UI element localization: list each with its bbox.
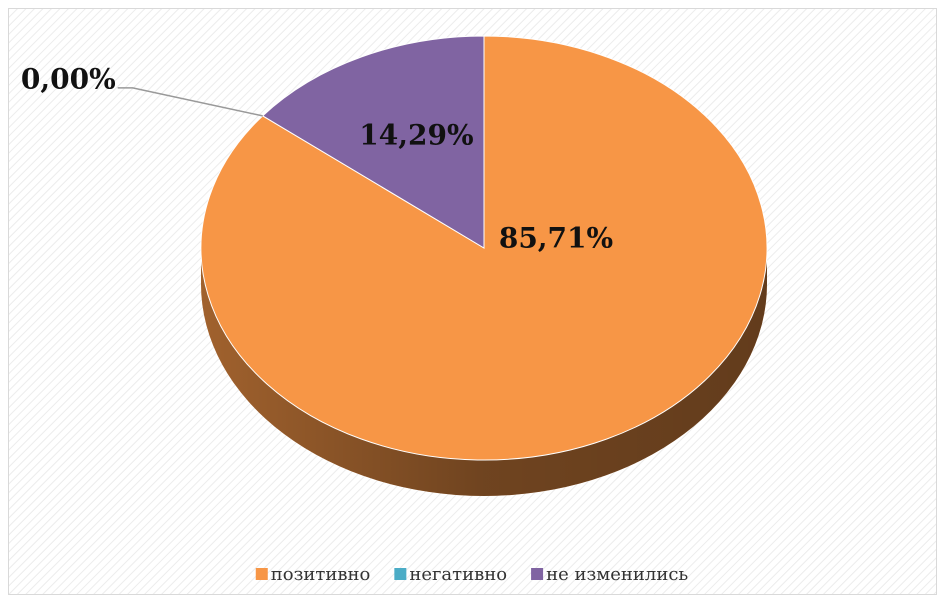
legend-swatch: [531, 568, 544, 580]
legend-swatch: [394, 568, 407, 580]
slice-side-shade: [201, 248, 767, 496]
leader-line: [117, 87, 263, 117]
legend-label: не изменились: [546, 564, 688, 585]
data-label: 0,00%: [21, 62, 116, 95]
data-label: 14,29%: [359, 119, 473, 152]
legend: позитивно негативно не изменились: [255, 564, 688, 585]
slice: [261, 35, 485, 249]
data-label: 85,71%: [499, 222, 613, 255]
legend-swatch: [255, 568, 268, 580]
legend-label: позитивно: [271, 564, 371, 585]
plot: 85,71% 0,00% 14,29%: [21, 35, 768, 496]
legend-label: негативно: [409, 564, 507, 585]
